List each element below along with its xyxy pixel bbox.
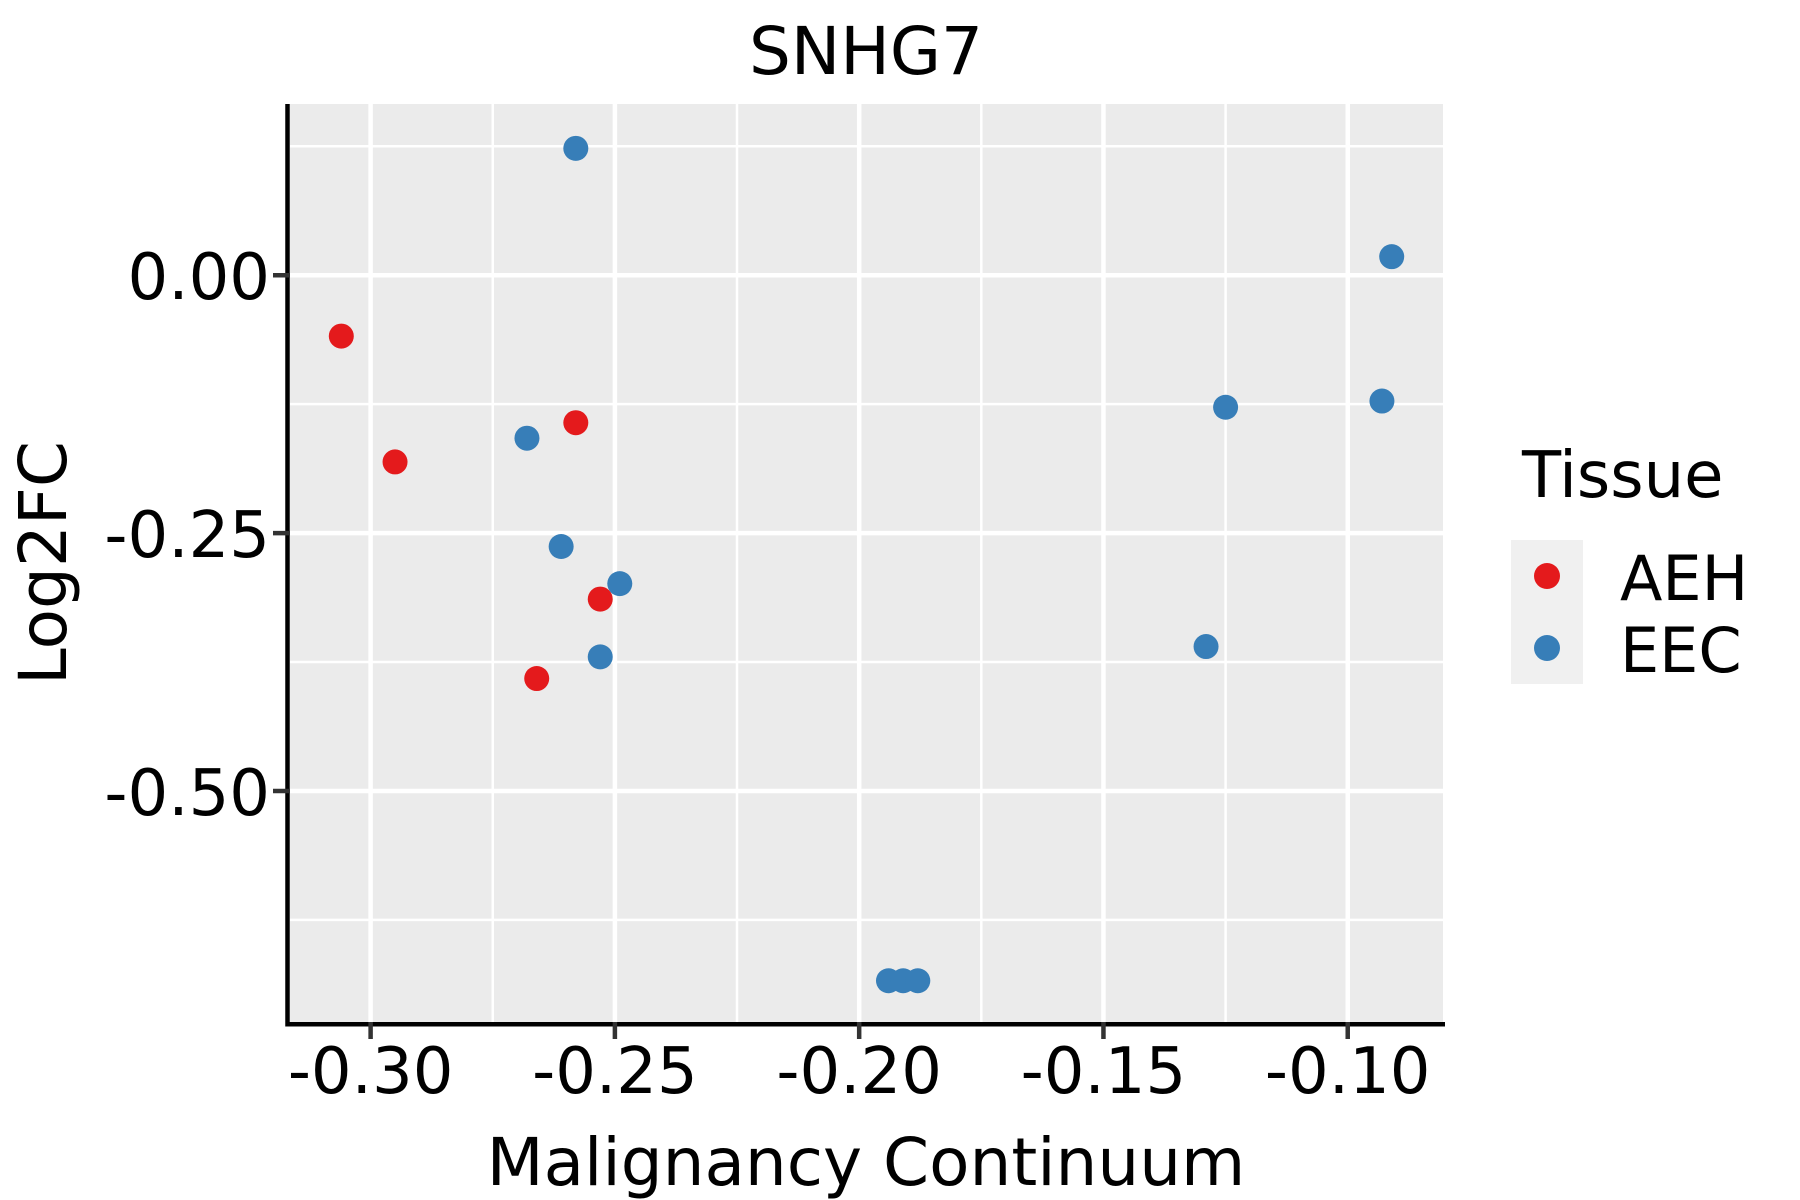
x-tick-label: -0.20 [776,1035,942,1109]
data-point-aeh [563,410,589,436]
y-tick-label: 0.00 [128,241,271,315]
x-axis-title: Malignancy Continuum [487,1124,1246,1200]
legend-title: Tissue [1521,439,1724,513]
x-tick-label: -0.10 [1265,1035,1431,1109]
legend: Tissue AEH EEC [1511,439,1748,687]
data-point-eec [1213,394,1239,420]
data-point-eec [1193,634,1219,660]
x-tick-label: -0.30 [288,1035,454,1109]
legend-item-eec: EEC [1511,612,1742,687]
data-point-aeh [524,666,550,692]
minor-gridlines [290,104,1443,1022]
x-tick-label: -0.15 [1021,1035,1187,1109]
legend-dot-aeh [1534,563,1560,589]
x-axis-ticks: -0.30 -0.25 -0.20 -0.15 -0.10 [288,1022,1431,1109]
y-axis-ticks: 0.00 -0.25 -0.50 [104,241,290,831]
plot-panel [290,104,1443,1022]
data-point-eec [905,968,931,994]
legend-label-aeh: AEH [1620,542,1748,615]
y-tick-label: -0.50 [104,757,270,831]
data-point-aeh [382,449,408,475]
data-point-aeh [328,323,354,349]
data-point-eec [1369,388,1395,414]
data-point-eec [1379,244,1405,270]
data-point-eec [587,644,613,670]
data-point-aeh [587,586,613,612]
legend-dot-eec [1534,635,1560,661]
x-tick-label: -0.25 [532,1035,698,1109]
plot-title: SNHG7 [749,13,983,90]
legend-label-eec: EEC [1620,614,1742,687]
data-point-eec [563,135,589,161]
major-gridlines [290,104,1443,1022]
data-point-eec [607,571,633,597]
data-point-eec [514,425,540,451]
legend-item-aeh: AEH [1511,540,1748,615]
y-tick-label: -0.25 [104,499,270,573]
y-axis-title: Log2FC [5,441,82,685]
data-point-eec [548,533,574,559]
data-points [328,135,1405,994]
